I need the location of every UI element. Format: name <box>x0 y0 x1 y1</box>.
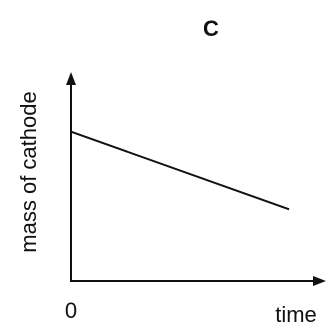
x-tick-label-0: 0 <box>65 298 77 323</box>
y-axis-arrowhead <box>66 72 76 85</box>
y-axis-label: mass of cathode <box>16 91 41 252</box>
series-line-0 <box>70 130 290 211</box>
chart-title: C <box>203 16 219 41</box>
x-axis-arrowhead <box>313 276 326 286</box>
series-layer <box>70 130 290 211</box>
x-axis-label: time <box>275 302 317 327</box>
